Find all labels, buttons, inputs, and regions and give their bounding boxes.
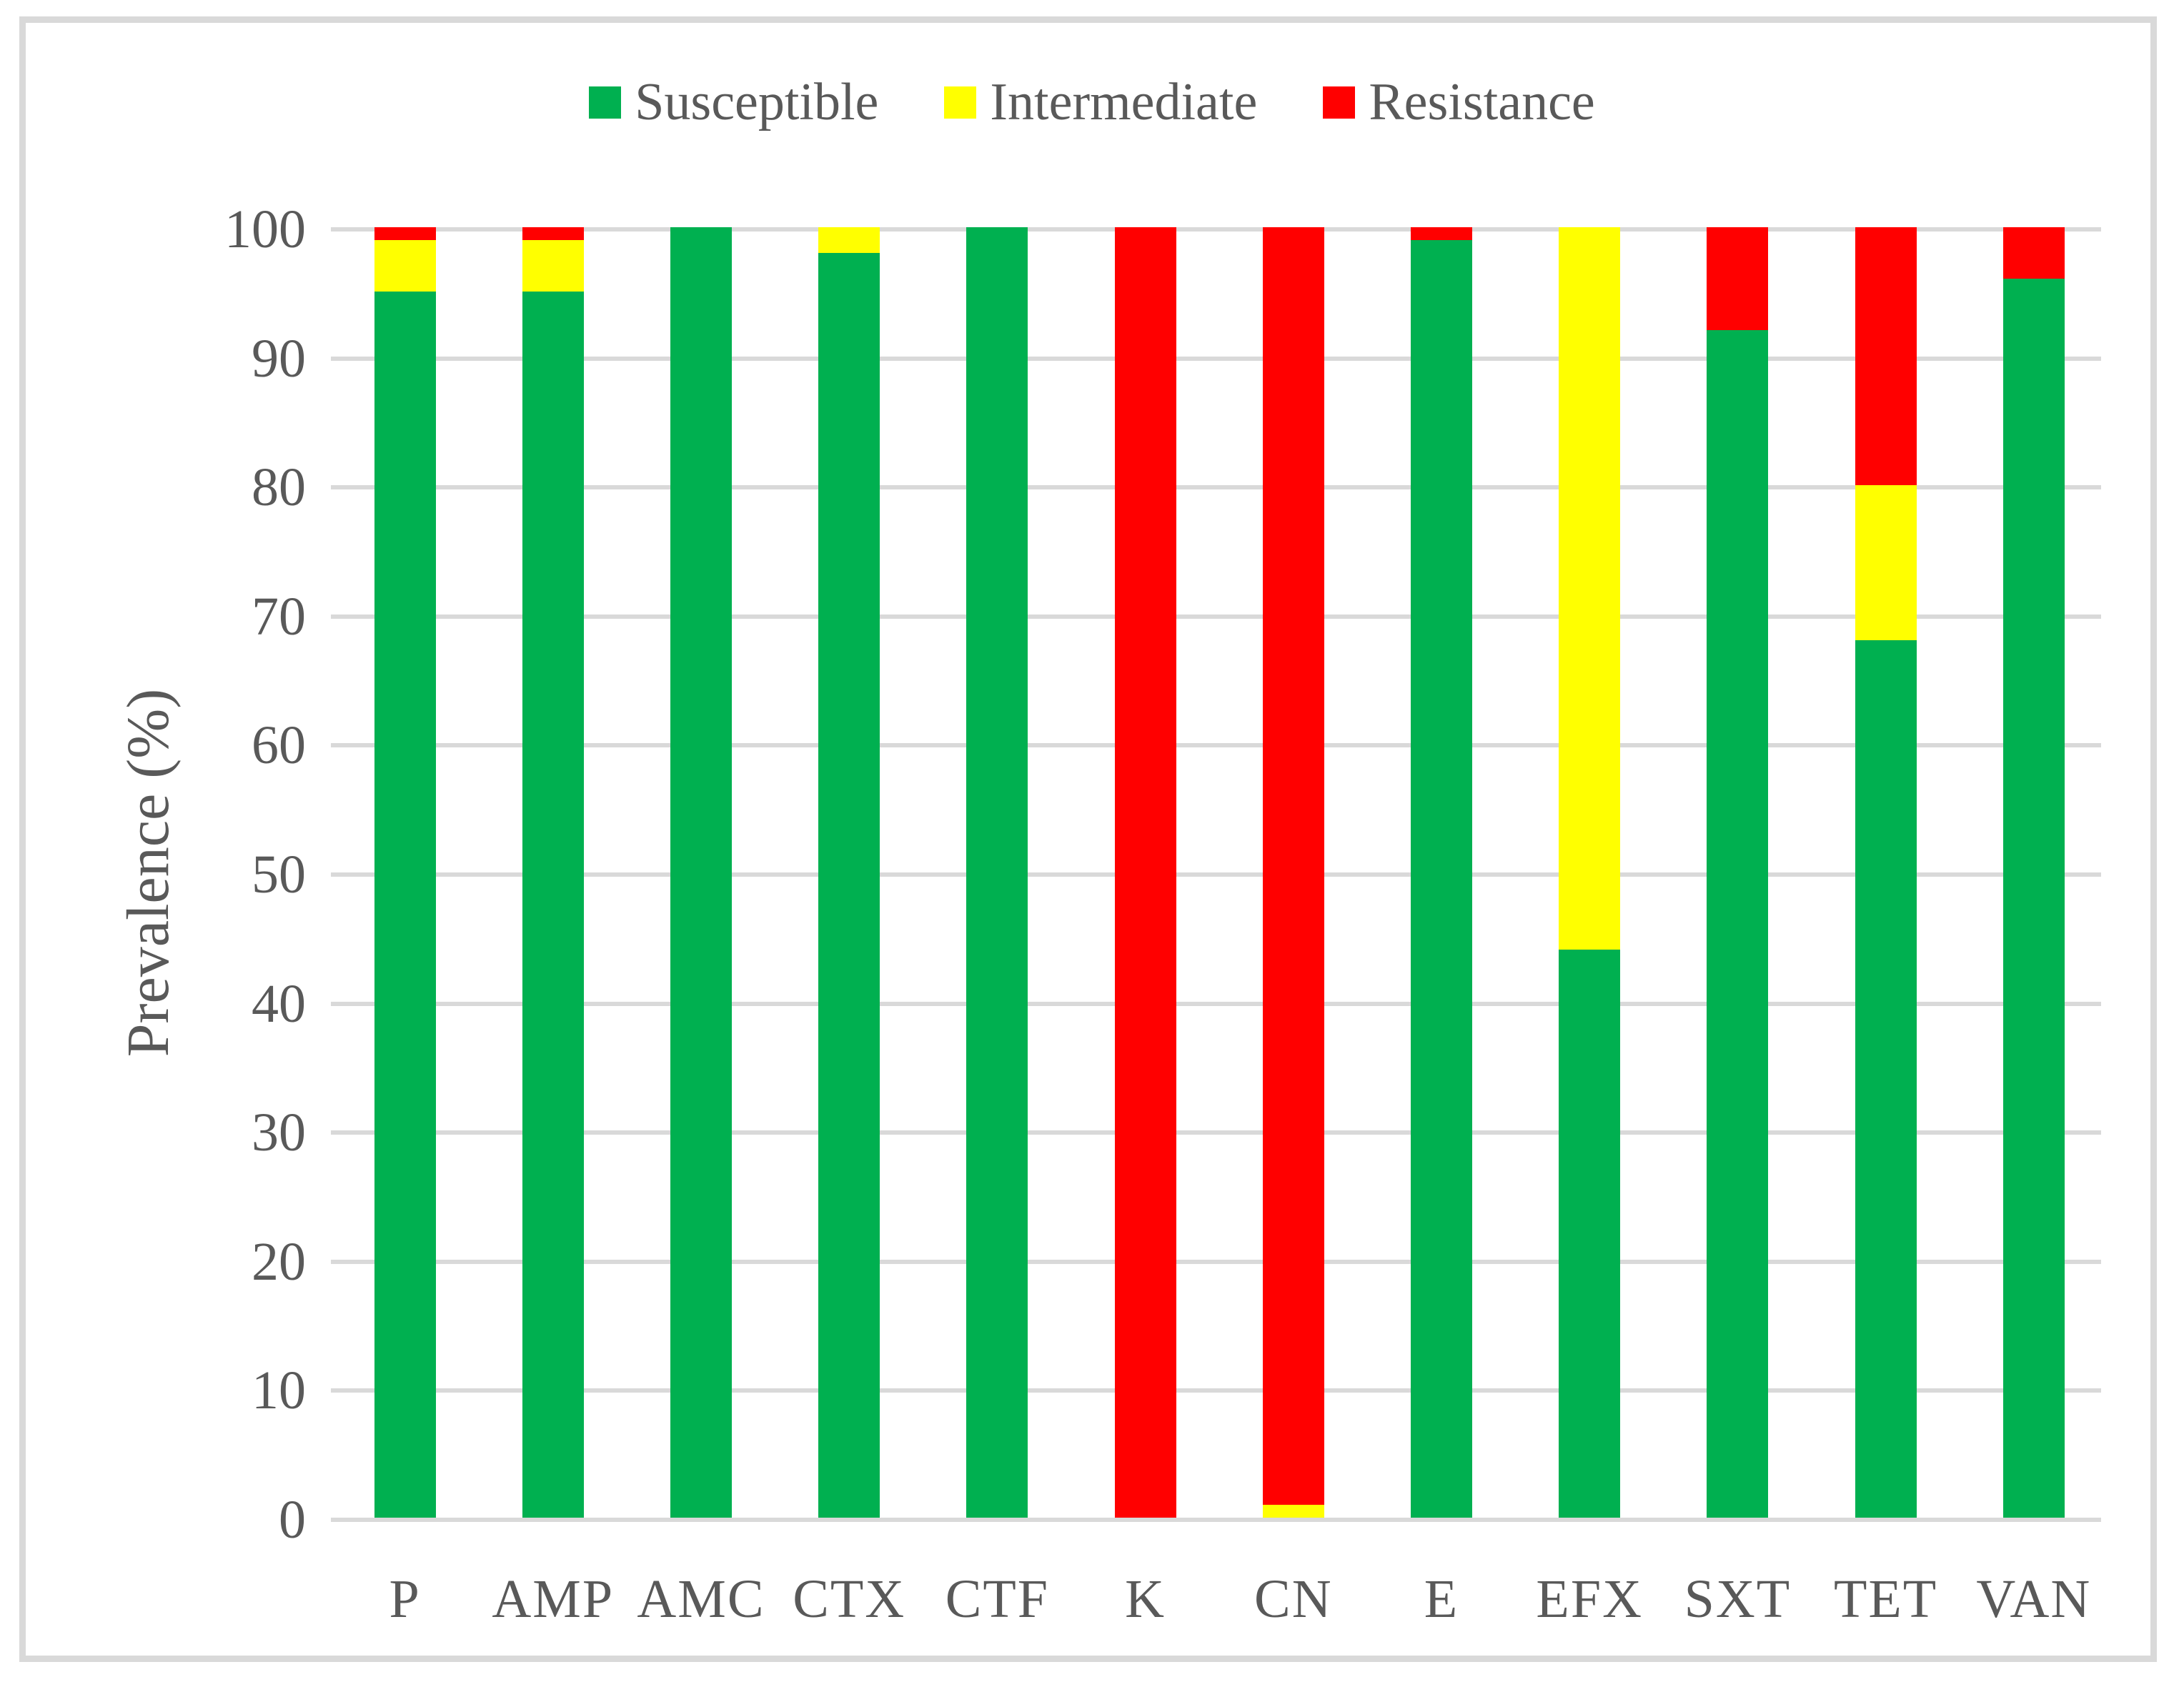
y-tick-label-70: 70	[252, 586, 306, 647]
x-tick-label-k: K	[1125, 1569, 1166, 1629]
x-tick-label-amp: AMP	[492, 1569, 615, 1629]
x-tick-label-sxt: SXT	[1684, 1569, 1792, 1629]
bar-amp-intermediate-segment	[522, 240, 584, 292]
resistance-swatch	[1323, 86, 1356, 119]
x-tick-label-amc: AMC	[637, 1569, 765, 1629]
gridline-20	[331, 1259, 2101, 1264]
bar-efx-intermediate-segment	[1559, 227, 1621, 950]
x-tick-label-van: VAN	[1976, 1569, 2092, 1629]
bar-van-resistance-segment	[2002, 227, 2065, 279]
bar-tet-intermediate-segment	[1855, 485, 1917, 640]
bar-sxt-susceptible-segment	[1707, 330, 1769, 1518]
bar-e-susceptible-segment	[1411, 240, 1472, 1518]
bar-van-susceptible-segment	[2002, 279, 2065, 1518]
bar-tet-susceptible-segment	[1855, 640, 1917, 1518]
bar-e-resistance-segment	[1411, 227, 1472, 241]
susceptible-swatch	[589, 86, 622, 119]
legend-item-resistance: Resistance	[1323, 73, 1595, 131]
y-tick-label-100: 100	[224, 199, 306, 259]
gridline-30	[331, 1130, 2101, 1135]
y-tick-label-80: 80	[252, 457, 306, 518]
legend-item-susceptible: Susceptible	[589, 73, 879, 131]
bar-amp-susceptible-segment	[522, 292, 584, 1518]
x-tick-label-tet: TET	[1833, 1569, 1938, 1629]
y-tick-label-0: 0	[279, 1490, 306, 1550]
y-tick-label-90: 90	[252, 328, 306, 389]
bar-ctf-susceptible-segment	[966, 227, 1028, 1518]
y-tick-label-60: 60	[252, 715, 306, 776]
bar-ctx-susceptible-segment	[818, 253, 880, 1518]
intermediate-swatch	[944, 86, 977, 119]
gridline-0	[331, 1518, 2101, 1522]
bar-k-resistance-segment	[1114, 227, 1176, 1518]
gridline-100	[331, 227, 2101, 232]
y-tick-label-20: 20	[252, 1231, 306, 1292]
bar-ctx-intermediate-segment	[818, 227, 880, 254]
bar-p-susceptible-segment	[374, 292, 436, 1518]
x-tick-label-cn: CN	[1254, 1569, 1333, 1629]
intermediate-label: Intermediate	[990, 73, 1258, 131]
bar-p-resistance-segment	[374, 227, 436, 241]
gridline-10	[331, 1388, 2101, 1393]
bar-p-intermediate-segment	[374, 240, 436, 292]
x-tick-label-p: P	[389, 1569, 421, 1629]
y-tick-label-30: 30	[252, 1103, 306, 1163]
y-tick-label-40: 40	[252, 973, 306, 1034]
bar-cn-intermediate-segment	[1262, 1504, 1324, 1518]
bar-amc-susceptible-segment	[670, 227, 732, 1518]
bar-sxt-resistance-segment	[1707, 227, 1769, 331]
x-tick-label-ctx: CTX	[793, 1569, 906, 1629]
y-tick-label-10: 10	[252, 1360, 306, 1421]
gridline-50	[331, 872, 2101, 877]
legend: Susceptible Intermediate Resistance	[0, 73, 2184, 131]
gridline-80	[331, 485, 2101, 490]
gridline-40	[331, 1001, 2101, 1006]
resistance-label: Resistance	[1369, 73, 1595, 131]
bar-efx-susceptible-segment	[1559, 950, 1621, 1518]
gridline-60	[331, 743, 2101, 748]
legend-item-intermediate: Intermediate	[944, 73, 1258, 131]
bar-tet-resistance-segment	[1855, 227, 1917, 486]
bar-amp-resistance-segment	[522, 227, 584, 241]
bar-cn-resistance-segment	[1262, 227, 1324, 1505]
susceptible-label: Susceptible	[635, 73, 879, 131]
y-tick-label-50: 50	[252, 845, 306, 905]
x-tick-label-efx: EFX	[1536, 1569, 1643, 1629]
x-tick-label-e: E	[1424, 1569, 1459, 1629]
gridline-90	[331, 356, 2101, 361]
gridline-70	[331, 614, 2101, 619]
x-tick-label-ctf: CTF	[945, 1569, 1050, 1629]
